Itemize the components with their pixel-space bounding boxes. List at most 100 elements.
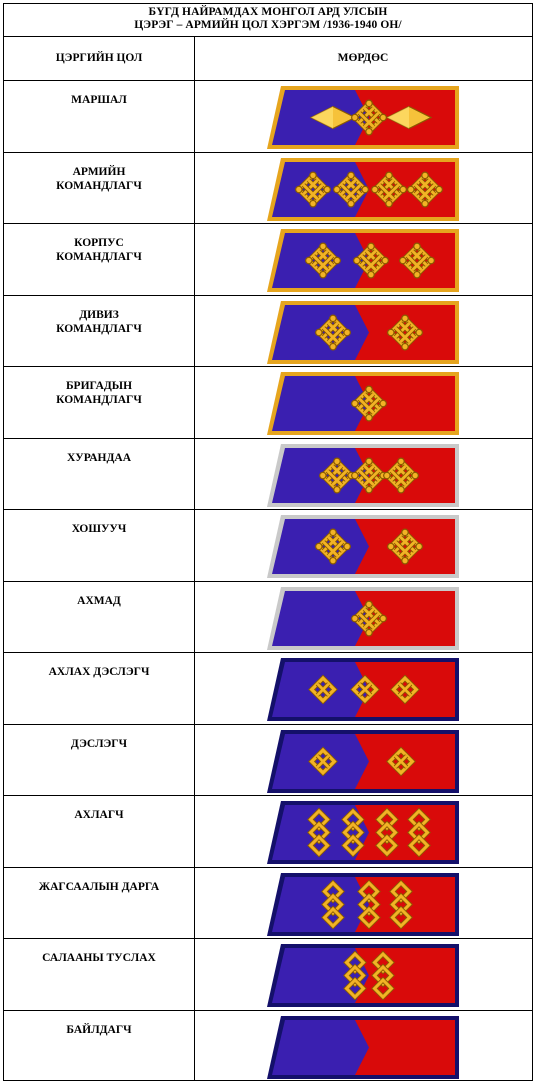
endless-knot-icon: [321, 879, 345, 929]
rank-title: БРИГАДЫН КОМАНДЛАГЧ: [56, 380, 142, 406]
table-row: ДЭСЛЭГЧ: [4, 725, 532, 796]
shoulder-board: [267, 586, 459, 650]
rank-title: САЛААНЫ ТУСЛАХ: [42, 952, 156, 964]
shoulder-board: [267, 1015, 459, 1079]
rank-insignia: [267, 872, 459, 936]
endless-knot-icon: [387, 314, 423, 350]
board-red-field: [355, 805, 455, 860]
endless-knot-icon: [351, 99, 387, 136]
shoulder-board: [267, 658, 459, 721]
table-row: ЖАГСААЛЫН ДАРГА: [4, 868, 532, 939]
board-red-field: [355, 733, 455, 789]
endless-knot-icon: [357, 879, 381, 929]
rank-insignia: [267, 443, 459, 507]
endless-knot-icon: [305, 242, 341, 279]
table-row: МАРШАЛ: [4, 81, 532, 153]
table-row: ХУРАНДАА: [4, 439, 532, 510]
endless-knot-icon: [399, 242, 435, 279]
endless-knot-icon: [308, 674, 338, 705]
board-red-field: [355, 519, 455, 574]
endless-knot-icon: [319, 457, 355, 493]
endless-knot-icon: [307, 807, 331, 858]
shoulder-board: [267, 872, 459, 936]
column-divider: [194, 36, 195, 1080]
table-row: АХМАД: [4, 582, 532, 653]
endless-knot-icon: [371, 171, 407, 207]
rank-insignia: [267, 944, 459, 1007]
rank-title: АХЛАХ ДЭСЛЭГЧ: [48, 666, 150, 678]
column-header-row: ЦЭРГИЙН ЦОЛ МӨРДӨС: [4, 36, 532, 81]
rank-title: ХОШУУЧ: [71, 523, 127, 535]
rank-title: МАРШАЛ: [71, 94, 127, 106]
endless-knot-icon: [315, 314, 351, 350]
endless-knot-icon: [351, 385, 387, 422]
rank-insignia: [267, 300, 459, 364]
rank-title: КОРПУС КОМАНДЛАГЧ: [56, 237, 142, 263]
endless-knot-icon: [387, 528, 423, 565]
rank-table: БҮГД НАЙРАМДАХ МОНГОЛ АРД УЛСЫН ЦЭРЭГ – …: [3, 3, 533, 1081]
rank-insignia: [267, 86, 459, 149]
shoulder-board: [267, 515, 459, 578]
rank-insignia: [267, 586, 459, 650]
rank-title: БАЙЛДАГЧ: [66, 1023, 132, 1036]
rank-insignia: [267, 658, 459, 721]
title-line-1: БҮГД НАЙРАМДАХ МОНГОЛ АРД УЛСЫН: [148, 6, 388, 18]
endless-knot-icon: [295, 171, 331, 207]
shoulder-board: [267, 300, 459, 364]
right-diamond-icon: [385, 105, 433, 130]
rank-title: ДЭСЛЭГЧ: [70, 737, 128, 750]
table-row: АХЛАХ ДЭСЛЭГЧ: [4, 653, 532, 725]
endless-knot-icon: [383, 457, 419, 493]
endless-knot-icon: [350, 674, 380, 705]
table-row: БАЙЛДАГЧ: [4, 1011, 532, 1083]
endless-knot-icon: [308, 746, 338, 776]
table-row: КОРПУС КОМАНДЛАГЧ: [4, 224, 532, 296]
board-red-field: [355, 304, 455, 360]
shoulder-board: [267, 372, 459, 435]
rank-insignia: [267, 157, 459, 221]
table-row: САЛААНЫ ТУСЛАХ: [4, 939, 532, 1011]
shoulder-board: [267, 729, 459, 793]
endless-knot-icon: [351, 457, 387, 493]
shoulder-board: [267, 801, 459, 864]
rank-insignia: [267, 229, 459, 292]
endless-knot-icon: [371, 950, 395, 1001]
endless-knot-icon: [315, 528, 351, 565]
endless-knot-icon: [407, 171, 443, 207]
rank-title: ХУРАНДАА: [66, 451, 132, 464]
rank-title: ДИВИЗ КОМАНДЛАГЧ: [56, 308, 142, 335]
column-header-rank: ЦЭРГИЙН ЦОЛ: [55, 52, 143, 64]
endless-knot-icon: [351, 600, 387, 636]
table-row: БРИГАДЫН КОМАНДЛАГЧ: [4, 367, 532, 439]
board-red-field: [355, 948, 455, 1003]
endless-knot-icon: [386, 746, 416, 776]
endless-knot-icon: [390, 674, 420, 705]
shoulder-board: [267, 944, 459, 1007]
rank-insignia: [267, 372, 459, 435]
title-line-2: ЦЭРЭГ – АРМИЙН ЦОЛ ХЭРГЭМ /1936-1940 ОН/: [134, 19, 402, 31]
endless-knot-icon: [407, 807, 431, 858]
left-diamond-icon: [309, 105, 357, 130]
endless-knot-icon: [341, 807, 365, 858]
table-row: ХОШУУЧ: [4, 510, 532, 582]
board-red-field: [355, 590, 455, 646]
rank-title: АХЛАГЧ: [74, 809, 124, 821]
shoulder-board: [267, 157, 459, 221]
shoulder-board: [267, 443, 459, 507]
table-title: БҮГД НАЙРАМДАХ МОНГОЛ АРД УЛСЫН ЦЭРЭГ – …: [4, 4, 532, 37]
endless-knot-icon: [353, 242, 389, 279]
endless-knot-icon: [389, 879, 413, 929]
endless-knot-icon: [375, 807, 399, 858]
rank-title: ЖАГСААЛЫН ДАРГА: [38, 880, 160, 893]
rank-insignia: [267, 515, 459, 578]
rank-insignia: [267, 1015, 459, 1079]
table-row: ДИВИЗ КОМАНДЛАГЧ: [4, 296, 532, 367]
board-red-field: [355, 376, 455, 431]
board-red-field: [355, 1019, 455, 1075]
endless-knot-icon: [343, 950, 367, 1001]
table-row: АРМИЙН КОМАНДЛАГЧ: [4, 153, 532, 224]
table-row: АХЛАГЧ: [4, 796, 532, 868]
shoulder-board: [267, 229, 459, 292]
rank-title: АХМАД: [77, 594, 121, 607]
rank-insignia: [267, 801, 459, 864]
